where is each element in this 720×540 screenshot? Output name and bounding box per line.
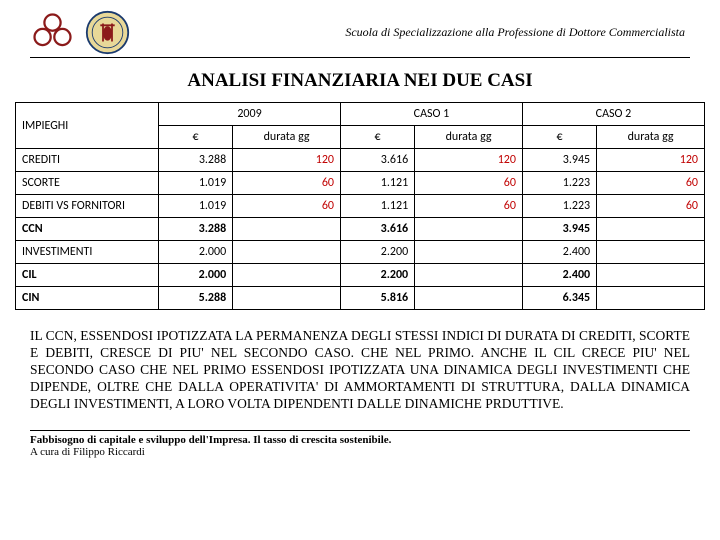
header: Scuola di Specializzazione alla Professi…: [30, 10, 690, 58]
flower-logo-icon: [30, 10, 75, 55]
header-subtitle: Scuola di Specializzazione alla Professi…: [140, 25, 690, 40]
body-paragraph: IL CCN, ESSENDOSI IPOTIZZATA LA PERMANEN…: [30, 328, 690, 412]
footer-title: Fabbisogno di capitale e sviluppo dell'I…: [30, 434, 690, 446]
financial-table: IMPIEGHI2009CASO 1CASO 2€durata gg€durat…: [15, 102, 705, 310]
crest-logo-icon: [85, 10, 130, 55]
footer: Fabbisogno di capitale e sviluppo dell'I…: [30, 430, 690, 458]
page-title: ANALISI FINANZIARIA NEI DUE CASI: [30, 70, 690, 92]
footer-author: A cura di Filippo Riccardi: [30, 446, 690, 458]
